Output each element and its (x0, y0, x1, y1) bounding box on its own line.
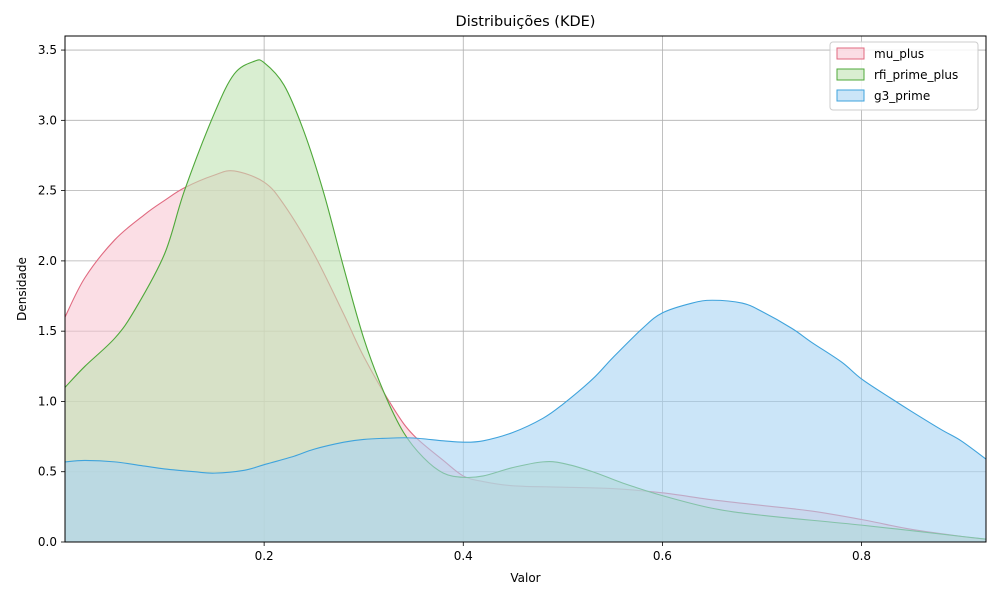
legend-label-g3_prime: g3_prime (874, 89, 930, 103)
legend-box (829, 41, 979, 111)
y-tick-label: 1.0 (38, 394, 57, 408)
plot-frame (64, 35, 987, 543)
y-tick-label: 2.5 (38, 184, 57, 198)
y-tick-label: 3.0 (38, 113, 57, 127)
legend-swatch-g3_prime (836, 89, 865, 102)
legend-label-mu_plus: mu_plus (874, 47, 924, 61)
chart-title: Distribuições (KDE) (456, 14, 596, 30)
x-tick-label: 0.2 (255, 549, 274, 563)
x-tick-label: 0.8 (852, 549, 871, 563)
y-tick-label: 1.5 (38, 324, 57, 338)
series-group (64, 59, 987, 543)
series-area-rfi_prime_plus (65, 59, 986, 543)
y-tick-label: 0.0 (38, 535, 57, 549)
x-axis-label: Valor (510, 571, 540, 585)
tick-group: 0.2 0.4 0.6 0.8 0.0 0.5 1.0 1.5 2.0 2.5 3.0 3.5 (38, 43, 871, 563)
legend-label-rfi_prime_plus: rfi_prime_plus (874, 68, 958, 82)
x-tick-label: 0.4 (454, 549, 473, 563)
y-axis-label: Densidade (15, 257, 29, 321)
series-line-g3_prime (64, 299, 987, 474)
y-tick-label: 0.5 (38, 465, 57, 479)
x-tick-label: 0.6 (653, 549, 672, 563)
y-tick-label: 3.5 (38, 43, 57, 57)
legend-swatch-rfi_prime_plus (836, 68, 865, 81)
legend-swatch-mu_plus (836, 47, 865, 60)
legend: mu_plus rfi_prime_plus g3_prime (829, 41, 979, 111)
y-tick-label: 2.0 (38, 254, 57, 268)
series-area-g3_prime (65, 300, 986, 542)
